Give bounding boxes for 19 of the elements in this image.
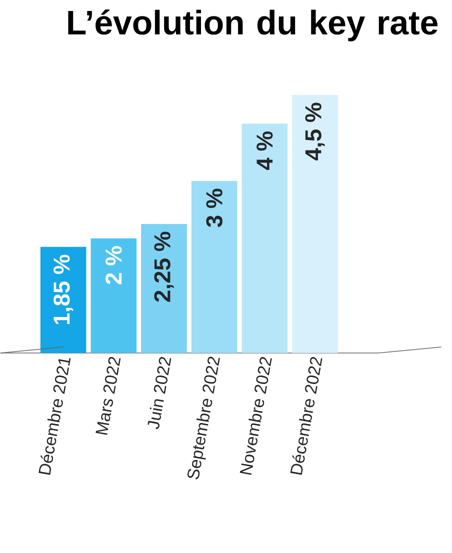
x-tick-label: Juin 2022 (148, 357, 172, 430)
x-tick-label: Septembre 2022 (187, 356, 220, 480)
x-tick-label: Décembre 2021 (38, 358, 70, 475)
x-tick-label: Mars 2022 (96, 356, 120, 435)
bar (140, 224, 187, 353)
bar (90, 238, 136, 353)
x-tick-label: Novembre 2022 (240, 357, 272, 475)
data-label: 3 % (206, 188, 222, 228)
data-label: 2,25 % (154, 232, 174, 302)
chart-title: L’évolution du key rate (68, 10, 438, 42)
data-label: 1,85 % (53, 254, 73, 324)
bar (191, 180, 238, 353)
data-label: 2 % (105, 246, 122, 284)
bar (40, 246, 86, 353)
bar (242, 124, 288, 353)
x-tick-label: Décembre 2022 (290, 357, 322, 475)
data-label: 4,5 % (305, 102, 325, 160)
data-label: 4 % (256, 131, 273, 170)
bar (292, 94, 338, 353)
